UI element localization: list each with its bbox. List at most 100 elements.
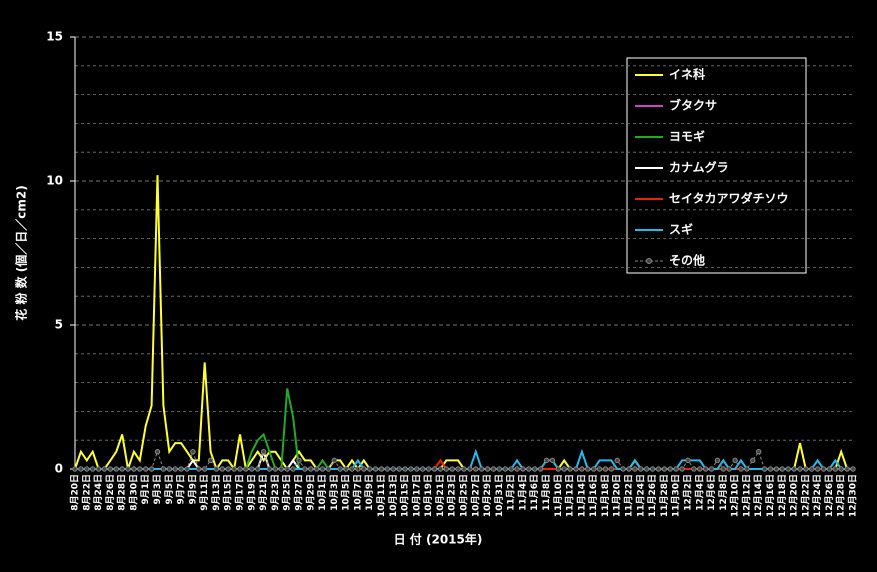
point [372,466,379,472]
point [738,466,744,472]
x-tick-label: 10月9日 [364,474,375,511]
point [844,466,850,472]
x-tick-label: 9月21日 [258,474,269,511]
point [148,466,155,472]
legend-label: スギ [669,222,693,237]
point [437,466,444,472]
point [449,466,455,472]
point [473,466,479,472]
point [337,466,343,472]
point [832,466,839,472]
x-tick-label: 12月12日 [741,474,752,517]
point [184,466,190,472]
x-tick-label: 10月11日 [376,474,387,517]
point [243,466,249,472]
point [478,466,485,472]
x-tick-label: 10月27日 [470,474,481,517]
point [278,466,284,472]
point [143,466,149,472]
point [72,466,78,472]
x-tick-label: 12月14日 [753,474,764,517]
x-tick-label: 8月30日 [128,474,139,511]
point [838,466,844,472]
point [113,466,119,472]
point [726,466,732,472]
point [131,466,137,472]
point [125,466,131,472]
point [101,466,108,472]
x-tick-label: 11月4日 [517,474,528,511]
point [349,466,355,472]
x-tick-label: 12月26日 [824,474,835,517]
x-tick-label: 12月10日 [730,474,741,517]
point [266,466,273,472]
point [107,466,114,472]
y-axis-label: 花 粉 数 (個／日／cm2) [14,185,29,320]
point [626,466,632,472]
point [366,466,373,472]
x-tick-label: 10月21日 [435,474,446,517]
point [714,457,721,464]
point [84,466,90,472]
point [313,466,320,472]
point [809,466,815,472]
point [508,466,514,472]
point [408,466,414,472]
x-tick-label: 12月30日 [848,474,859,517]
x-tick-label: 11月8日 [541,474,552,511]
point [137,466,143,472]
point [537,466,544,472]
x-tick-label: 8月20日 [70,474,81,511]
x-tick-label: 12月20日 [789,474,800,517]
x-tick-label: 12月6日 [706,474,717,511]
x-tick-label: 12月18日 [777,474,788,517]
x-tick-label: 11月2日 [506,474,517,511]
point [614,457,620,464]
point [596,466,603,472]
point [638,466,644,472]
point [561,466,567,472]
point [549,457,556,464]
point [555,466,562,472]
point [797,466,803,472]
point [272,466,279,472]
point [496,466,503,472]
x-tick-label: 10月29日 [482,474,493,517]
point [260,449,267,455]
point [249,466,255,472]
x-tick-label: 10月13日 [388,474,399,517]
point [237,466,243,472]
point [361,466,367,472]
x-tick-label: 10月5日 [341,474,352,511]
point [590,466,597,472]
x-tick-label: 11月14日 [576,474,587,517]
point [431,466,438,472]
point [632,466,638,472]
x-tick-label: 10月1日 [317,474,328,511]
point [219,466,226,472]
x-axis-label: 日 付 (2015年) [394,532,483,547]
point [585,466,591,472]
point [390,466,396,472]
point [396,466,402,472]
point [331,457,338,464]
x-tick-label: 11月10日 [553,474,564,517]
x-tick-label: 9月7日 [176,474,187,505]
point [732,457,738,464]
legend-label: ブタクサ [669,98,717,113]
point [95,466,102,472]
x-tick-label: 9月23日 [270,474,281,511]
x-tick-label: 12月22日 [800,474,811,517]
point [779,466,785,472]
point [160,466,167,472]
x-tick-label: 12月8日 [718,474,729,511]
x-tick-label: 9月1日 [140,474,151,505]
point [750,457,756,464]
point [573,466,579,472]
x-tick-label: 11月20日 [612,474,623,517]
x-tick-label: 11月26日 [647,474,658,517]
point [355,466,361,472]
point [697,466,703,472]
point [679,466,685,472]
